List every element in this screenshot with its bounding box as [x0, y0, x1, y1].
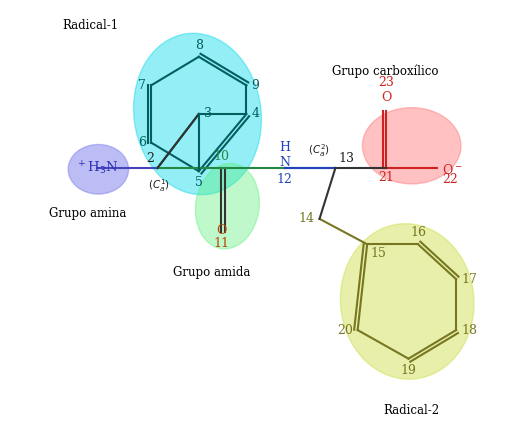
Text: 14: 14 — [298, 212, 314, 225]
Text: 21: 21 — [378, 171, 394, 184]
Text: 2: 2 — [147, 152, 155, 165]
Text: 20: 20 — [337, 323, 353, 337]
Text: 15: 15 — [370, 247, 386, 261]
Text: Grupo amina: Grupo amina — [49, 207, 127, 220]
Text: 19: 19 — [400, 364, 416, 377]
Text: 10: 10 — [213, 150, 229, 163]
Text: 5: 5 — [195, 176, 203, 189]
Text: $^+$H$_3$N: $^+$H$_3$N — [76, 159, 118, 177]
Text: 8: 8 — [195, 39, 203, 52]
Text: O$^-$: O$^-$ — [442, 163, 463, 177]
Text: 12: 12 — [277, 173, 293, 186]
Ellipse shape — [134, 33, 261, 195]
Text: N: N — [279, 156, 290, 170]
Text: 7: 7 — [138, 79, 146, 92]
Text: 9: 9 — [252, 79, 260, 92]
Text: Grupo carboxílico: Grupo carboxílico — [332, 65, 439, 78]
Text: $(C_a^2)$: $(C_a^2)$ — [309, 142, 331, 159]
Ellipse shape — [68, 144, 129, 194]
Text: Radical-1: Radical-1 — [62, 19, 118, 31]
Text: $(C_a^1)$: $(C_a^1)$ — [148, 177, 170, 193]
Text: H: H — [279, 141, 290, 154]
Text: 13: 13 — [339, 152, 355, 165]
Text: 11: 11 — [213, 237, 229, 249]
Ellipse shape — [195, 164, 260, 249]
Text: 17: 17 — [461, 273, 477, 286]
Text: O: O — [216, 224, 226, 237]
Text: 4: 4 — [252, 108, 260, 121]
Text: Grupo amida: Grupo amida — [173, 266, 251, 279]
Text: 18: 18 — [461, 323, 477, 337]
Text: 23: 23 — [378, 76, 394, 88]
Ellipse shape — [340, 224, 474, 379]
Text: O: O — [381, 91, 391, 105]
Text: 22: 22 — [442, 173, 458, 186]
Text: 3: 3 — [204, 108, 212, 121]
Text: Radical-2: Radical-2 — [383, 404, 439, 417]
Ellipse shape — [363, 108, 461, 184]
Text: 6: 6 — [138, 136, 146, 149]
Text: 16: 16 — [410, 226, 426, 239]
